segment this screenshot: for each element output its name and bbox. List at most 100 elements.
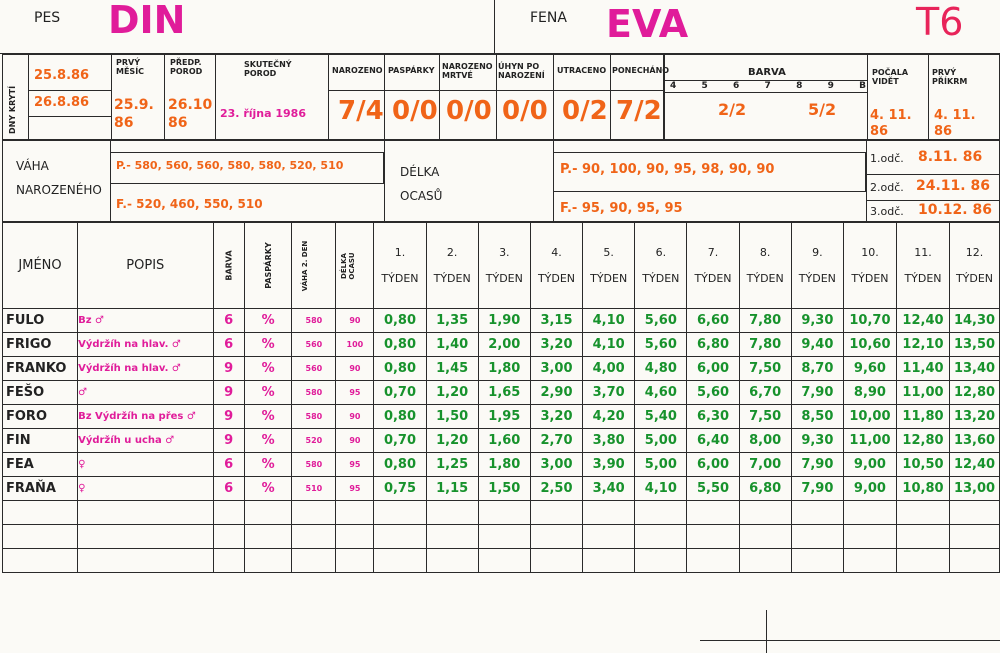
barva-num: 8	[796, 81, 803, 91]
barva-line-2	[664, 92, 868, 93]
empty-row	[1, 500, 1000, 525]
week-weight: 1,20	[425, 428, 479, 453]
week-weight: 4,80	[634, 356, 688, 381]
empty-cell	[895, 500, 951, 525]
empty-cell	[842, 500, 897, 525]
ponechano-label: PONECHÁNO	[612, 66, 670, 75]
puppy-vaha: 580	[291, 308, 337, 333]
puppy-barva: 6	[212, 332, 245, 357]
fena-name: EVA	[606, 2, 689, 46]
puppy-pasparky: %	[243, 356, 293, 381]
empty-cell	[77, 500, 214, 525]
vaha-p: P.- 580, 560, 560, 580, 580, 520, 510	[116, 159, 344, 172]
puppy-vaha: 580	[291, 404, 337, 429]
week-weight: 7,90	[790, 452, 844, 477]
puppy-barva: 6	[212, 476, 245, 501]
odc-line-2	[866, 200, 1000, 201]
puppy-pasparky: %	[243, 476, 293, 501]
week-weight: 0,70	[373, 380, 427, 405]
empty-cell	[842, 548, 897, 573]
puppy-vaha: 560	[291, 356, 337, 381]
odc-line-1	[866, 174, 1000, 175]
puppy-delka: 95	[335, 476, 375, 501]
week-weight: 7,00	[738, 452, 792, 477]
puppy-name: FEŠO	[1, 380, 79, 405]
vaha-p-box	[110, 152, 384, 184]
header-divider	[494, 0, 495, 54]
empty-row	[1, 548, 1000, 573]
week-weight: 7,80	[738, 332, 792, 357]
week-weight: 5,00	[634, 452, 688, 477]
empty-cell	[291, 548, 337, 573]
prvy-mesic-value: 25.9. 86	[114, 97, 154, 131]
week-header: 10. TÝDEN	[842, 222, 897, 309]
week-weight: 4,20	[582, 404, 636, 429]
week-weight: 1,95	[477, 404, 531, 429]
week-weight: 1,25	[425, 452, 479, 477]
empty-cell	[686, 500, 740, 525]
empty-cell	[634, 524, 688, 549]
c-prikrm	[928, 54, 929, 140]
week-num: 5.	[603, 245, 614, 259]
puppy-name: FULO	[1, 308, 79, 333]
puppy-pasparky: %	[243, 380, 293, 405]
tyden-label: TÝDEN	[851, 271, 889, 285]
week-header: 2. TÝDEN	[425, 222, 479, 309]
fena-label: FENA	[530, 10, 567, 26]
empty-cell	[529, 524, 584, 549]
uhyn-label: ÚHYN PO NAROZENÍ	[498, 62, 545, 80]
week-weight: 7,80	[738, 308, 792, 333]
week-num: 10.	[861, 245, 879, 259]
puppy-barva: 6	[212, 308, 245, 333]
barva-num: 4	[670, 81, 677, 91]
puppy-delka: 95	[335, 452, 375, 477]
odc-2-value: 24.11. 86	[916, 178, 990, 194]
kryti-2: 26.8.86	[34, 95, 90, 110]
week-weight: 12,10	[895, 332, 951, 357]
week-weight: 3,00	[529, 452, 584, 477]
week-weight: 5,60	[634, 308, 688, 333]
odc-3-label: 3.odč.	[870, 205, 904, 218]
barva-label: BARVA	[748, 67, 786, 78]
week-weight: 13,50	[949, 332, 1000, 357]
utraceno-value: 0/2	[562, 96, 608, 126]
week-weight: 7,50	[738, 356, 792, 381]
week-weight: 0,70	[373, 428, 427, 453]
empty-cell	[790, 500, 844, 525]
empty-cell	[291, 500, 337, 525]
week-weight: 6,40	[686, 428, 740, 453]
week-weight: 8,00	[738, 428, 792, 453]
utraceno-label: UTRACENO	[557, 66, 607, 75]
table-row: FIN Výdržíh u ucha ♂ 9% 520 90 0,70 1,20 1,60 2,…	[1, 428, 1000, 453]
week-weight: 11,40	[895, 356, 951, 381]
week-weight: 6,00	[686, 452, 740, 477]
week-weight: 9,00	[842, 476, 897, 501]
table-row: FORO Bz Výdržíh na přes ♂ 9% 580 90 0,80 1,50 1…	[1, 404, 1000, 429]
puppy-popis: ♀	[77, 476, 214, 501]
puppy-name: FRIGO	[1, 332, 79, 357]
week-weight: 9,60	[842, 356, 897, 381]
week-weight: 6,00	[686, 356, 740, 381]
week-weight: 1,35	[425, 308, 479, 333]
empty-cell	[634, 500, 688, 525]
week-header: 5. TÝDEN	[582, 222, 636, 309]
week-weight: 11,80	[895, 404, 951, 429]
c1	[384, 54, 440, 140]
empty-cell	[634, 548, 688, 573]
week-weight: 6,80	[686, 332, 740, 357]
week-weight: 2,70	[529, 428, 584, 453]
week-weight: 6,60	[686, 308, 740, 333]
puppy-delka: 90	[335, 308, 375, 333]
barva-num: B	[859, 81, 866, 91]
week-header: 3. TÝDEN	[477, 222, 531, 309]
tyden-label: TÝDEN	[694, 271, 732, 285]
predp-porod-label: PŘEDP. POROD	[170, 58, 203, 76]
empty-cell	[77, 524, 214, 549]
week-weight: 10,60	[842, 332, 897, 357]
week-weight: 4,10	[582, 332, 636, 357]
barva-frame	[664, 54, 868, 140]
kryti-col	[28, 54, 112, 140]
pasparky-value: 0/0	[392, 96, 438, 126]
week-weight: 3,70	[582, 380, 636, 405]
narozeno-label: NAROZENO	[332, 66, 383, 75]
